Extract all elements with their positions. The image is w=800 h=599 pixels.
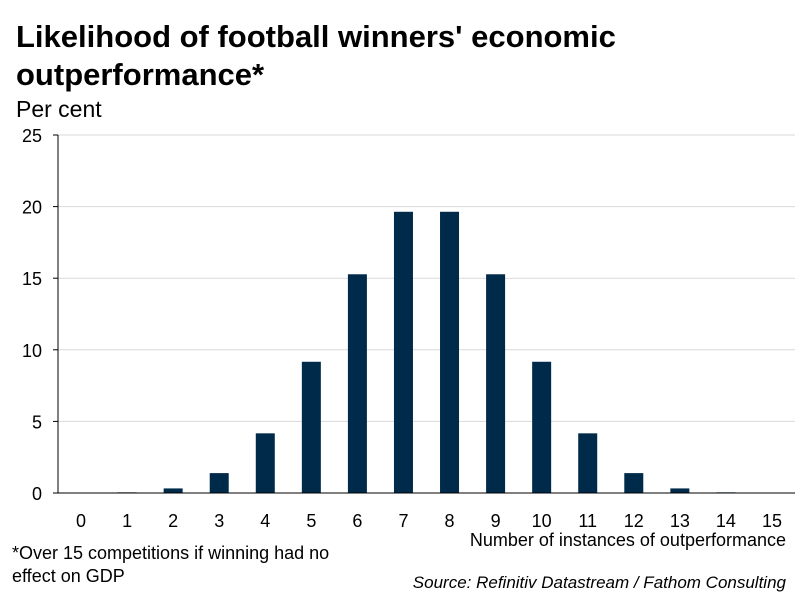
x-tick-label: 2 xyxy=(168,511,178,531)
x-tick-label: 15 xyxy=(762,511,782,531)
x-tick-label: 7 xyxy=(398,511,408,531)
footnote: *Over 15 competitions if winning had no … xyxy=(12,543,330,586)
x-tick-label: 13 xyxy=(670,511,690,531)
bar xyxy=(532,361,552,493)
x-tick-label: 0 xyxy=(76,511,86,531)
bar xyxy=(163,488,183,493)
x-tick-label: 10 xyxy=(532,511,552,531)
bar xyxy=(440,211,460,493)
bar xyxy=(255,433,275,493)
y-axis-unit: Per cent xyxy=(16,96,102,122)
bar xyxy=(347,274,367,493)
x-tick-label: 1 xyxy=(122,511,132,531)
x-tick-label: 5 xyxy=(306,511,316,531)
x-tick-label: 9 xyxy=(491,511,501,531)
x-axis-label: Number of instances of outperformance xyxy=(469,530,786,550)
y-tick-label: 25 xyxy=(22,126,42,146)
bar xyxy=(301,361,321,493)
chart-title: Likelihood of football winners' economic… xyxy=(16,19,616,92)
bar xyxy=(578,433,598,493)
bar xyxy=(486,274,506,493)
x-tick-label: 14 xyxy=(716,511,736,531)
source-note: Source: Refinitiv Datastream / Fathom Co… xyxy=(412,573,786,592)
bar xyxy=(670,488,690,493)
x-tick-label: 12 xyxy=(624,511,644,531)
y-tick-label: 10 xyxy=(22,341,42,361)
y-tick-label: 20 xyxy=(22,198,42,218)
x-tick-label: 8 xyxy=(445,511,455,531)
x-tick-label: 6 xyxy=(352,511,362,531)
bar xyxy=(393,211,413,493)
x-tick-label: 11 xyxy=(578,511,597,531)
y-tick-label: 0 xyxy=(32,484,42,504)
bar xyxy=(624,473,644,493)
x-tick-label: 3 xyxy=(214,511,224,531)
y-tick-label: 5 xyxy=(32,412,42,432)
y-tick-label: 15 xyxy=(22,269,42,289)
x-tick-label: 4 xyxy=(260,511,270,531)
bar xyxy=(209,473,229,493)
